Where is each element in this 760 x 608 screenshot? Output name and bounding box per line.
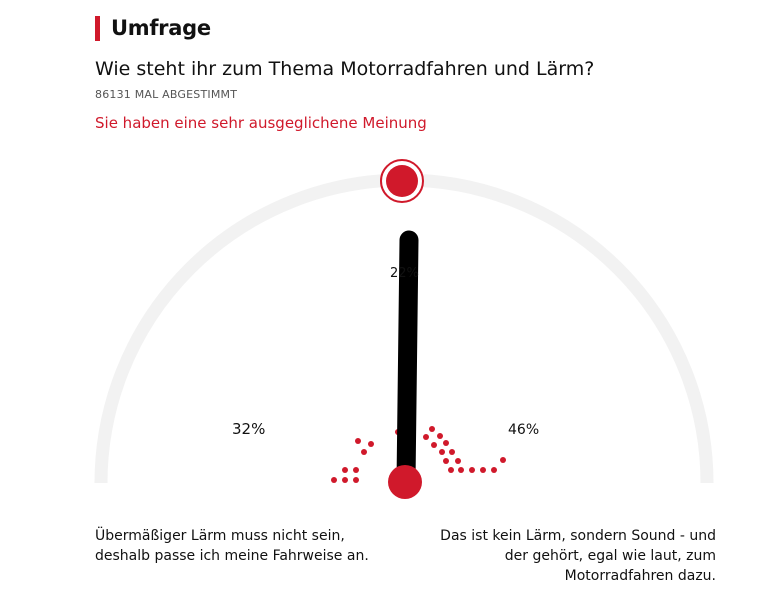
dot [355,438,361,444]
needle-pivot [388,465,422,499]
dot [443,458,449,464]
dot [429,426,435,432]
result-text: Sie haben eine sehr ausgeglichene Meinun… [95,114,427,132]
dot [423,434,429,440]
dot [458,467,464,473]
dot [455,458,461,464]
accent-bar [95,15,100,41]
dot [437,433,443,439]
percent-middle: 22% [390,266,419,281]
section-title: Umfrage [111,16,211,40]
dot [480,467,486,473]
dot [342,477,348,483]
gauge-dial[interactable] [0,140,760,510]
answer-left[interactable]: Übermäßiger Lärm muss nicht sein, deshal… [95,528,369,564]
dot [491,467,497,473]
dot [331,477,337,483]
dot [353,467,359,473]
dot [431,442,437,448]
poll-question: Wie steht ihr zum Thema Motorradfahren u… [95,58,595,80]
dot [361,449,367,455]
dot [500,457,506,463]
gauge-needle [396,230,419,492]
dot [448,467,454,473]
dot [353,477,359,483]
dot [443,440,449,446]
selection-handle[interactable] [380,159,424,203]
dot [342,467,348,473]
section-header: Umfrage [95,14,211,42]
percent-right: 46% [508,422,540,438]
dot [368,441,374,447]
answer-right[interactable]: Das ist kein Lärm, sondern Sound - und d… [440,528,716,584]
vote-count: 86131 MAL ABGESTIMMT [95,88,238,101]
distribution-dots [331,426,506,483]
dot [439,449,445,455]
dot [469,467,475,473]
dot [449,449,455,455]
percent-left: 32% [232,420,266,438]
